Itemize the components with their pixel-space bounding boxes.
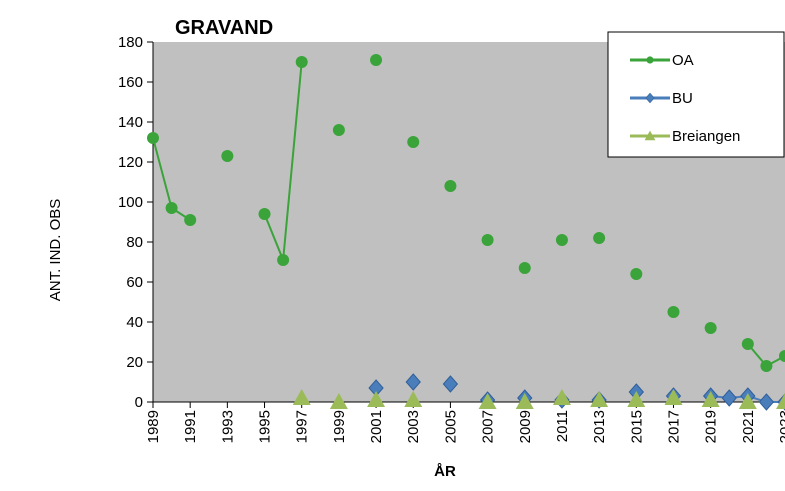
y-tick-label: 20 <box>126 354 143 371</box>
legend-label: OA <box>672 52 694 69</box>
marker <box>760 360 773 372</box>
y-tick-label: 160 <box>118 74 143 91</box>
marker <box>221 150 234 162</box>
marker <box>738 393 757 409</box>
marker <box>644 130 656 141</box>
marker <box>478 393 497 409</box>
marker <box>552 389 571 405</box>
marker <box>258 208 271 220</box>
x-tick-label: 2009 <box>517 410 534 443</box>
y-tick-label: 180 <box>118 34 143 51</box>
y-tick-label: 140 <box>118 114 143 131</box>
x-tick-label: 2013 <box>591 410 608 443</box>
marker <box>442 375 459 393</box>
marker <box>779 350 785 362</box>
y-tick-label: 80 <box>126 234 143 251</box>
marker <box>515 393 534 409</box>
y-tick-label: 60 <box>126 274 143 291</box>
x-axis-label: ÅR <box>434 463 456 480</box>
marker <box>165 202 178 214</box>
x-tick-label: 2001 <box>368 410 385 443</box>
x-tick-label: 2003 <box>405 410 422 443</box>
marker <box>593 232 606 244</box>
marker <box>292 389 311 405</box>
marker <box>277 254 290 266</box>
marker <box>184 214 197 226</box>
marker <box>776 393 785 409</box>
x-tick-label: 2007 <box>480 410 497 443</box>
marker <box>704 322 717 334</box>
y-tick-label: 40 <box>126 314 143 331</box>
marker <box>645 92 655 104</box>
marker <box>701 391 720 407</box>
y-tick-label: 120 <box>118 154 143 171</box>
marker <box>555 234 568 246</box>
marker <box>147 132 159 144</box>
marker <box>590 391 609 407</box>
x-tick-label: 1997 <box>294 410 311 443</box>
marker <box>758 393 775 411</box>
marker <box>741 338 754 350</box>
marker <box>332 124 345 136</box>
marker <box>721 389 737 407</box>
x-tick-label: 2023 <box>777 410 785 443</box>
marker <box>370 54 383 66</box>
x-tick-label: 2021 <box>740 410 757 443</box>
x-tick-label: 1995 <box>257 410 274 443</box>
chart-title: GRAVAND <box>175 17 273 39</box>
marker <box>407 136 420 148</box>
x-tick-label: 2005 <box>442 410 459 443</box>
x-tick-label: 1999 <box>331 410 348 443</box>
marker <box>518 262 531 274</box>
y-axis-label: ANT. IND. OBS <box>47 199 64 302</box>
marker <box>481 234 494 246</box>
x-tick-label: 1991 <box>182 410 199 443</box>
marker <box>329 393 348 409</box>
marker <box>630 268 643 280</box>
x-tick-label: 2019 <box>703 410 720 443</box>
marker <box>405 373 421 391</box>
x-tick-label: 2015 <box>628 410 645 443</box>
marker <box>667 306 680 318</box>
marker <box>295 56 308 68</box>
marker <box>627 391 646 407</box>
x-tick-label: 1993 <box>219 410 236 443</box>
marker <box>404 391 423 407</box>
y-tick-label: 100 <box>118 194 143 211</box>
legend-label: Breiangen <box>672 128 740 145</box>
y-tick-label: 0 <box>135 394 143 411</box>
legend-label: BU <box>672 90 693 107</box>
x-tick-label: 2017 <box>665 410 682 443</box>
marker <box>646 56 654 64</box>
marker <box>367 391 386 407</box>
marker <box>444 180 457 192</box>
x-tick-label: 1989 <box>145 410 162 443</box>
x-tick-label: 2011 <box>554 410 571 442</box>
marker <box>664 389 683 405</box>
